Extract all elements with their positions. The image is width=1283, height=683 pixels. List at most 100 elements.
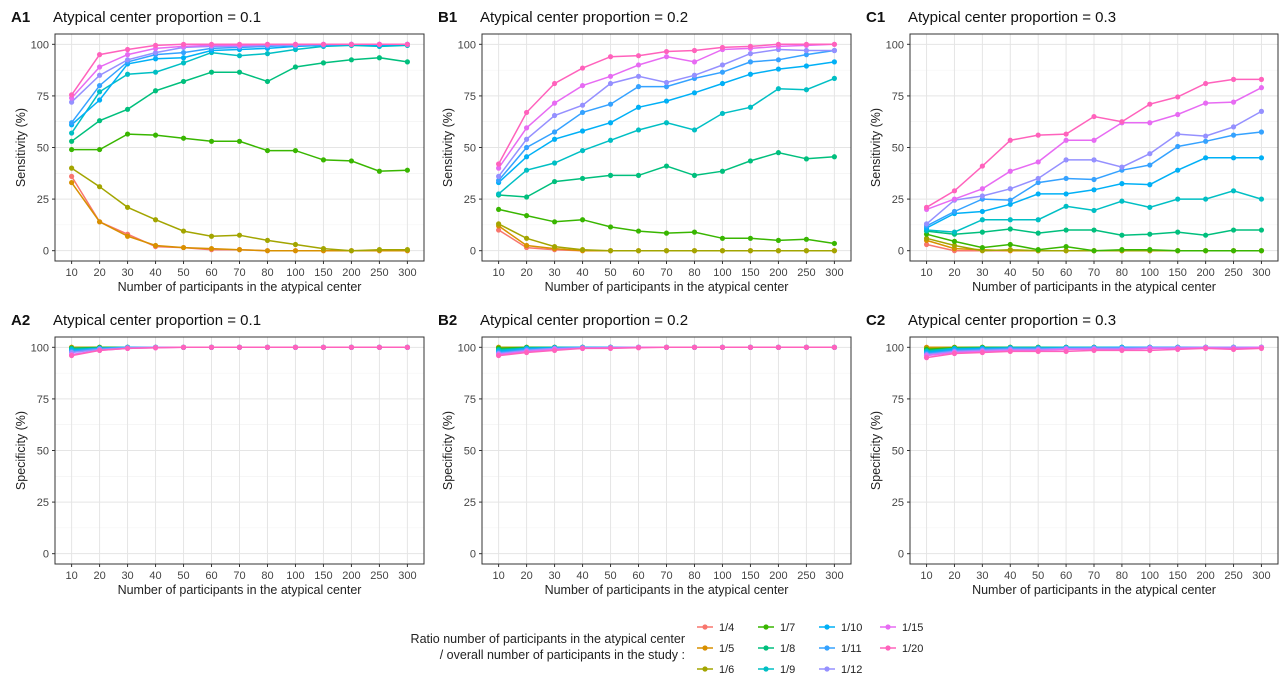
data-point — [1091, 347, 1097, 354]
x-tick-label: 20 — [948, 570, 960, 582]
data-point — [152, 42, 159, 48]
x-tick-label: 50 — [177, 570, 189, 582]
x-axis-label: Number of participants in the atypical c… — [972, 583, 1216, 597]
data-point — [803, 63, 810, 69]
data-point — [236, 41, 243, 47]
panel-letter: B2 — [438, 312, 457, 329]
data-point — [719, 80, 726, 87]
data-point — [208, 233, 215, 239]
data-point — [719, 110, 726, 117]
data-point — [663, 48, 670, 55]
y-tick-label: 25 — [37, 497, 49, 509]
y-tick-label: 0 — [43, 246, 49, 258]
series-1-20 — [496, 344, 837, 359]
data-point — [923, 235, 930, 241]
data-point — [1203, 345, 1209, 351]
data-point — [747, 51, 754, 57]
data-point — [775, 66, 782, 72]
data-point — [1147, 101, 1153, 107]
y-tick-label: 50 — [37, 143, 49, 155]
data-point — [607, 80, 614, 87]
legend-key-point — [824, 645, 830, 651]
x-tick-label: 300 — [1252, 267, 1270, 279]
data-point — [1230, 132, 1237, 138]
data-point — [923, 221, 930, 227]
y-tick-label: 100 — [886, 342, 904, 354]
data-point — [376, 344, 383, 350]
data-point — [69, 165, 75, 171]
legend-title-line1: Ratio number of participants in the atyp… — [411, 632, 685, 646]
data-point — [607, 54, 614, 60]
x-tick-label: 100 — [713, 267, 731, 279]
data-point — [691, 127, 698, 133]
x-tick-label: 70 — [660, 267, 672, 279]
data-point — [1007, 348, 1013, 355]
data-point — [663, 230, 670, 236]
data-point — [523, 213, 530, 219]
data-point — [831, 248, 837, 254]
data-point — [96, 219, 103, 225]
data-point — [979, 208, 985, 215]
data-point — [152, 132, 159, 138]
data-point — [320, 41, 327, 47]
data-point — [747, 158, 754, 164]
legend-label: 1/7 — [780, 622, 795, 634]
x-tick-label: 80 — [1116, 570, 1128, 582]
x-axis-label: Number of participants in the atypical c… — [972, 280, 1216, 294]
data-point — [803, 52, 810, 58]
data-point — [1119, 198, 1125, 204]
data-point — [180, 49, 187, 56]
data-point — [951, 350, 958, 357]
legend-items: 1/4 1/5 1/6 1/7 1/8 1/9 1/10 1/11 1/12 1/15 1/20 — [697, 622, 923, 676]
x-tick-label: 10 — [492, 570, 504, 582]
x-tick-label: 10 — [492, 267, 504, 279]
y-tick-label: 100 — [458, 342, 476, 354]
data-point — [348, 248, 355, 254]
data-point — [96, 97, 103, 103]
legend-key-point — [763, 666, 769, 672]
data-point — [1091, 248, 1097, 254]
y-tick-label: 75 — [892, 394, 904, 406]
data-point — [124, 131, 131, 137]
data-point — [264, 344, 271, 350]
data-point — [69, 92, 75, 98]
data-point — [264, 41, 271, 47]
data-point — [124, 204, 131, 210]
data-point — [1203, 100, 1209, 106]
data-point — [719, 69, 726, 75]
series-1-20 — [69, 344, 410, 359]
data-point — [663, 344, 670, 350]
data-point — [496, 165, 502, 171]
x-tick-label: 100 — [286, 267, 304, 279]
x-tick-label: 50 — [1032, 267, 1044, 279]
panel-a1: 0 25 50 75 100 10 20 30 40 50 60 70 80 100 150 200 250 30… — [11, 9, 425, 294]
data-point — [523, 154, 530, 160]
x-tick-label: 70 — [1088, 267, 1100, 279]
legend-label: 1/11 — [841, 643, 862, 655]
data-point — [236, 232, 243, 238]
y-tick-label: 75 — [37, 394, 49, 406]
data-point — [579, 175, 586, 182]
x-tick-label: 300 — [398, 267, 416, 279]
data-point — [635, 228, 642, 234]
data-point — [1203, 196, 1209, 202]
data-point — [1035, 230, 1041, 236]
data-point — [635, 62, 642, 68]
data-point — [663, 79, 670, 86]
data-point — [831, 154, 837, 160]
data-point — [579, 247, 586, 253]
data-point — [208, 344, 215, 350]
data-point — [747, 104, 754, 110]
data-point — [1119, 232, 1125, 238]
x-tick-label: 20 — [948, 267, 960, 279]
x-tick-label: 100 — [1141, 570, 1159, 582]
data-point — [775, 344, 782, 350]
data-point — [747, 43, 754, 49]
data-point — [124, 57, 131, 63]
y-tick-label: 75 — [892, 91, 904, 103]
x-tick-label: 70 — [233, 570, 245, 582]
data-point — [551, 160, 558, 166]
data-point — [496, 206, 502, 213]
data-point — [1119, 164, 1125, 170]
